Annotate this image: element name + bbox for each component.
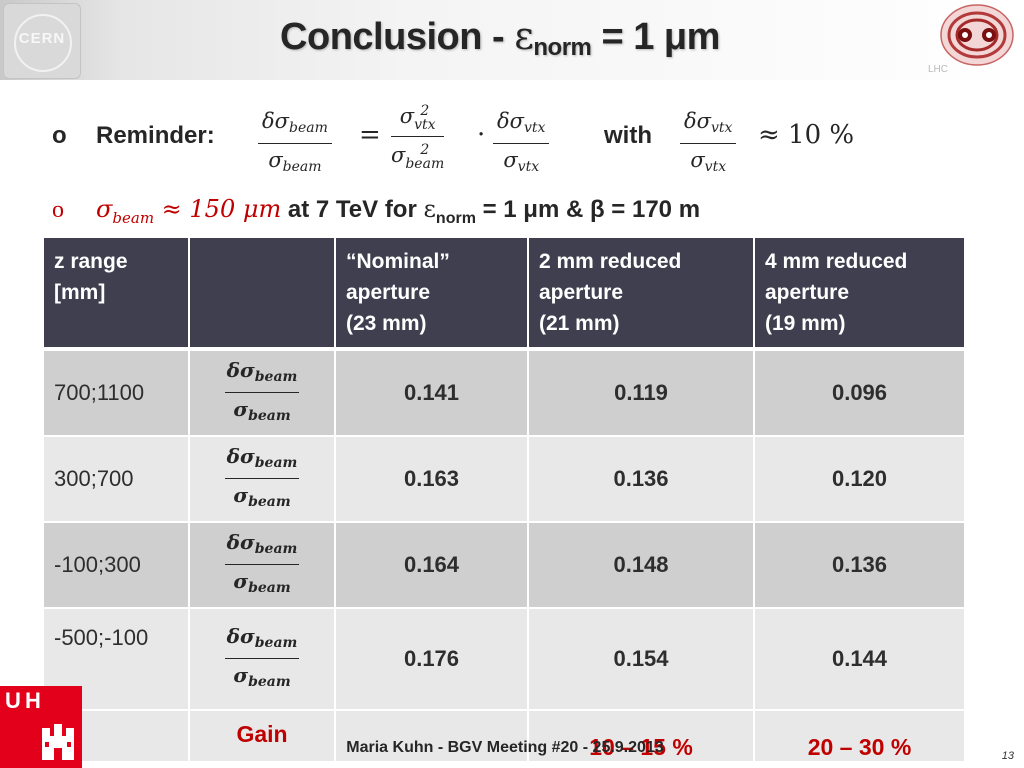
vertex-resolution-fraction: δσvtx σvtx [680,108,737,180]
nominal-value: 0.176 [335,608,529,711]
w-denominator: σ [690,148,705,172]
header-4mm-reduced: 4 mm reduced aperture (19 mm) [754,238,964,351]
cern-logo-text: CERN [18,30,66,47]
reduced-4mm-value: 0.120 [754,436,964,523]
formula-mid-fraction: σ 2 vtx σ 2 beam [391,98,445,172]
header-z-range: z range [mm] [44,238,190,351]
cern-logo-ring [14,14,72,72]
epsilon-sub: norm [435,209,476,227]
mid-denominator: σ [391,143,406,167]
resolution-table: z range [mm] “Nominal” aperture (23 mm) 2 m… [44,238,964,763]
reduced-4mm-value: 0.096 [754,349,964,437]
header-nominal: “Nominal” aperture (23 mm) [335,238,529,351]
title-prefix: Conclusion - [280,16,515,58]
with-label: with [604,122,652,149]
epsilon-symbol: ε [423,195,436,223]
hamburg-castle-icon [42,724,74,760]
lhc-logo [940,4,1014,66]
beam-line-text2: = 1 μm & β = 170 m [475,196,701,223]
z-range-cell: 700;1100 [44,349,190,437]
title-sub: norm [533,34,592,61]
mid-numerator-sub: vtx [414,116,436,133]
formula-rhs-fraction: δσvtx σvtx [493,108,550,180]
ratio-fraction: δσbeam σbeam [224,358,300,424]
mid-numerator: σ [399,104,415,128]
bullet-marker: o [52,122,67,149]
page-number: 13 [1001,750,1014,762]
table-header-row: z range [mm] “Nominal” aperture (23 mm) 2 m… [44,238,964,351]
table-row: 300;700 δσbeam σbeam 0.163 0.136 0.120 [44,436,964,523]
ratio-fraction: δσbeam σbeam [224,444,300,510]
z-range-cell: -100;300 [44,522,190,609]
beam-size-bullet: o σbeam ≈ 150 μm at 7 TeV for εnorm = 1 μ… [52,195,700,228]
rhs-denominator-sub: vtx [517,159,540,175]
slide-header: CERN Conclusion - εnorm = 1 μm LHC [0,0,1024,80]
ratio-fraction-cell: δσbeam σbeam [189,522,336,609]
reminder-bullet: o Reminder: [52,122,215,150]
cern-logo: CERN [3,3,81,79]
lhs-numerator: δσ [262,109,289,133]
w-denominator-sub: vtx [704,159,727,175]
nominal-value: 0.164 [335,522,529,609]
reminder-label: Reminder: [96,122,215,149]
nominal-value: 0.141 [335,349,529,437]
lhs-denominator-sub: beam [282,159,322,175]
slide-title: Conclusion - εnorm = 1 μm [0,14,1000,62]
approx-ten-percent: ≈ 10 % [758,120,855,150]
sigma-sub: beam [112,208,155,227]
w-numerator: δσ [684,109,711,133]
ratio-fraction: δσbeam σbeam [224,624,300,690]
formula-equals: = [359,120,381,150]
sigma-char: σ [96,195,113,223]
lhs-numerator-sub: beam [288,120,328,136]
table-row: 700;1100 δσbeam σbeam 0.141 0.119 0.096 [44,349,964,437]
mid-denominator-sub: beam [405,155,445,172]
reduced-2mm-value: 0.136 [528,436,755,523]
gain-2mm-value: 10 – 15 % [528,710,755,763]
reduced-4mm-value: 0.144 [754,608,964,711]
uni-hamburg-logo: U H [0,686,82,768]
reduced-2mm-value: 0.154 [528,608,755,711]
w-numerator-sub: vtx [710,120,733,136]
ratio-fraction: δσbeam σbeam [224,530,300,596]
lhc-logo-label: LHC [928,64,949,75]
beam-line-text1: at 7 TeV for [281,196,424,223]
reduced-4mm-value: 0.136 [754,522,964,609]
ratio-fraction-cell: δσbeam σbeam [189,436,336,523]
header-2mm-reduced: 2 mm reduced aperture (21 mm) [528,238,755,351]
gain-label: Gain [189,710,336,763]
formula-dot: · [477,120,486,150]
mid-numerator-sup: 2 [420,102,430,119]
title-epsilon: ε [514,14,534,58]
bullet-marker-red: o [52,197,64,223]
nominal-value: 0.163 [335,436,529,523]
z-range-cell: -500;-100 [44,608,190,711]
ratio-fraction-cell: δσbeam σbeam [189,608,336,711]
table-row: -500;-100 δσbeam σbeam 0.176 0.154 0.144 [44,608,964,711]
header-empty [189,238,336,351]
reduced-2mm-value: 0.148 [528,522,755,609]
ratio-fraction-cell: δσbeam σbeam [189,349,336,437]
rhs-denominator: σ [503,148,518,172]
reduced-2mm-value: 0.119 [528,349,755,437]
formula-lhs-fraction: δσbeam σbeam [258,108,332,180]
gain-nominal-empty [335,710,529,763]
uh-logo-text: U H [5,688,41,713]
title-suffix: = 1 μm [591,16,720,58]
z-range-cell: 300;700 [44,436,190,523]
slide-footer: Maria Kuhn - BGV Meeting #20 - 25.9.2013 [346,739,664,756]
rhs-numerator: δσ [497,109,524,133]
sigma-approx-value: ≈ 150 μm [154,195,282,223]
lhs-denominator: σ [268,148,283,172]
gain-4mm-value: 20 – 30 % [754,710,964,763]
sigma-beam-symbol: σbeam ≈ 150 μm [96,195,282,227]
mid-denominator-sup: 2 [420,141,430,158]
rhs-numerator-sub: vtx [523,120,546,136]
table-row: -100;300 δσbeam σbeam 0.164 0.148 0.136 [44,522,964,609]
